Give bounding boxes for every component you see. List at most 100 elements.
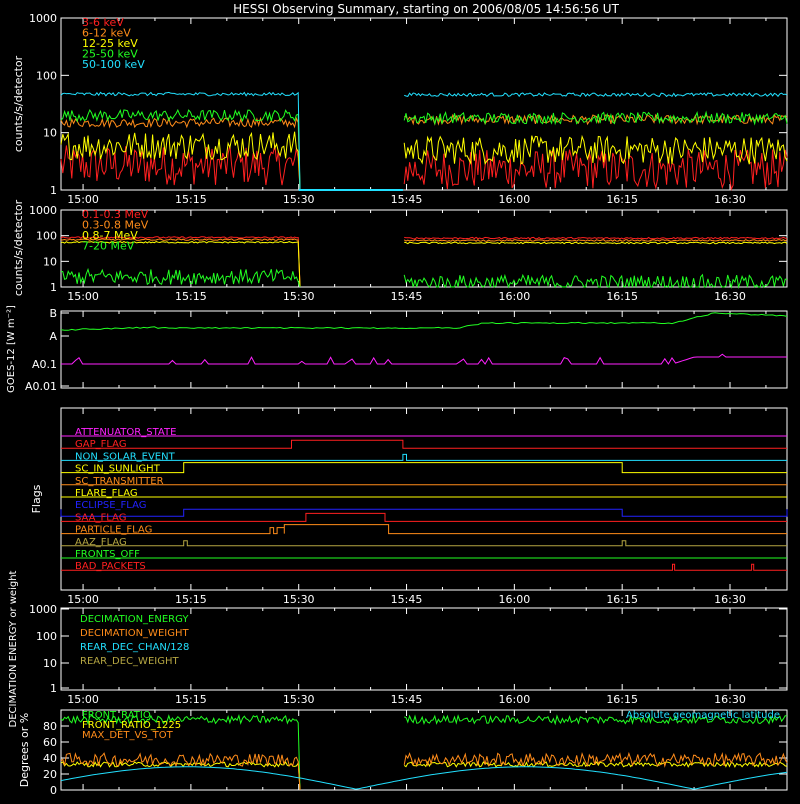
legend-label: 3-6 keV [82, 16, 124, 29]
x-tick-label: 15:00 [67, 693, 99, 706]
y-tick-label: 100 [36, 69, 57, 82]
y-tick-label: 1 [50, 184, 57, 197]
goes-long-line [60, 312, 788, 331]
series-line-2-2 [60, 238, 788, 288]
y-axis-label: counts/s/detector [12, 199, 25, 296]
x-tick-label: 16:00 [499, 593, 531, 606]
x-tick-label: 16:00 [499, 193, 531, 206]
x-tick-label: 15:00 [67, 593, 99, 606]
y-tick-label: 10 [43, 657, 57, 670]
y-tick-label: A0.01 [25, 380, 57, 393]
flag-label: NON_SOLAR_EVENT [75, 451, 176, 462]
y-axis-label: DECIMATION ENERGY or weight [8, 570, 19, 727]
flag-line-3 [61, 453, 787, 461]
series-line-2-1 [60, 236, 788, 288]
legend-label: 25-50 keV [82, 48, 138, 61]
y-axis-label: Flags [30, 484, 43, 513]
panel-6-frame [60, 709, 788, 791]
y-tick-label: 100 [36, 630, 57, 643]
flag-line-12 [61, 563, 787, 571]
legend-label: 0.3-0.8 MeV [82, 219, 149, 232]
legend-label: FRONT_RATIO [82, 710, 151, 721]
flag-label: FRONTS_OFF [75, 549, 140, 560]
x-tick-label: 16:30 [714, 193, 746, 206]
series-line-6-1 [60, 713, 788, 791]
legend-label: DECIMATION_ENERGY [80, 614, 189, 625]
y-tick-label: 10 [43, 127, 57, 140]
flag-line-2 [61, 439, 787, 449]
series-line-1-2 [60, 113, 788, 191]
flag-label: SC_TRANSMITTER [75, 476, 164, 487]
y-tick-label: A0.1 [32, 358, 57, 371]
x-tick-label: 15:15 [175, 290, 207, 303]
series-line-2-4 [60, 267, 788, 289]
flag-label: ECLIPSE_FLAG [75, 500, 146, 511]
panel-5-frame [60, 607, 788, 691]
legend-label: 12-25 keV [82, 37, 138, 50]
x-tick-label: 15:00 [67, 290, 99, 303]
x-tick-label: 15:45 [391, 290, 423, 303]
y-axis-label: counts/s/detector [12, 55, 25, 152]
flag-label: PARTICLE_FLAG [75, 525, 152, 536]
chart-title: HESSI Observing Summary, starting on 200… [233, 2, 619, 16]
x-tick-label: 16:30 [714, 593, 746, 606]
x-tick-label: 15:30 [283, 693, 315, 706]
x-tick-label: 16:00 [499, 290, 531, 303]
x-tick-label: 15:45 [391, 693, 423, 706]
panel-1-frame [60, 17, 788, 191]
flag-label: AAZ_FLAG [75, 537, 127, 548]
legend-label: 7-20 MeV [82, 240, 135, 253]
y-tick-label: 1000 [29, 204, 57, 217]
y-tick-label: 20 [43, 768, 57, 781]
legend-label: DECIMATION_WEIGHT [80, 628, 189, 639]
legend-label: 50-100 keV [82, 58, 145, 71]
legend-label: REAR_DEC_WEIGHT [80, 656, 179, 667]
legend-label: REAR_DEC_CHAN/128 [80, 642, 189, 653]
x-tick-label: 16:00 [499, 693, 531, 706]
y-tick-label: 1000 [29, 603, 57, 616]
x-tick-label: 16:15 [606, 290, 638, 303]
y-axis-label: Degrees or % [18, 713, 31, 787]
series-line-6-3 [60, 751, 788, 791]
panel-3-frame [60, 310, 788, 389]
x-tick-label: 16:15 [606, 193, 638, 206]
y-tick-label: A [49, 330, 57, 343]
flag-label: BAD_PACKETS [75, 561, 146, 572]
y-tick-label: 60 [43, 736, 57, 749]
y-tick-label: 80 [43, 720, 57, 733]
y-tick-label: 1 [50, 281, 57, 294]
series-line-2-3 [60, 241, 788, 288]
legend-label: FRONT_RATIO_1225 [82, 720, 181, 731]
goes-short-line [61, 353, 787, 365]
flag-label: ATTENUATOR_STATE [75, 427, 176, 438]
geomagnetic-latitude-line [60, 766, 788, 790]
flag-line-10 [61, 540, 787, 547]
x-tick-label: 15:15 [175, 593, 207, 606]
panel-2-frame [60, 209, 788, 288]
flag-line-8 [61, 512, 787, 522]
x-tick-label: 16:30 [714, 290, 746, 303]
x-tick-label: 16:15 [606, 693, 638, 706]
legend-label: 0.1-0.3 MeV [82, 208, 149, 221]
series-line-1-3 [60, 131, 788, 191]
y-tick-label: B [49, 307, 57, 320]
y-tick-label: 40 [43, 752, 57, 765]
x-tick-label: 16:15 [606, 593, 638, 606]
y-tick-label: 1000 [29, 12, 57, 25]
x-tick-label: 15:00 [67, 193, 99, 206]
flag-line-7 [60, 508, 788, 517]
legend-label: 0.8-7 MeV [82, 229, 138, 242]
y-tick-label: 10 [43, 255, 57, 268]
series-line-1-4 [60, 108, 788, 191]
legend-label: 6-12 keV [82, 27, 131, 40]
y-axis-label: GOES-12 [W m⁻²] [6, 305, 17, 393]
x-tick-label: 15:30 [283, 193, 315, 206]
panel-4-frame [60, 407, 788, 591]
y-tick-label: 0 [50, 784, 57, 797]
flag-label: SC_IN_SUNLIGHT [75, 464, 161, 475]
x-tick-label: 15:15 [175, 193, 207, 206]
x-tick-label: 15:30 [283, 290, 315, 303]
x-tick-label: 15:45 [391, 193, 423, 206]
